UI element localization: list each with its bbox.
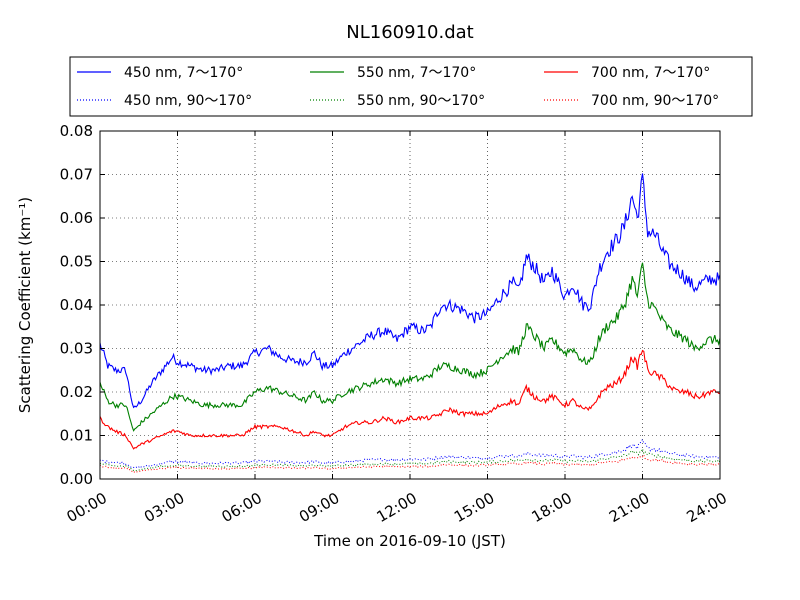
legend: 450 nm, 7～170° 450 nm, 90～170° 550 nm, 7～1… [69,56,753,117]
series-line-4 [99,349,720,450]
legend-label-0: 450 nm, 7～170° [124,65,243,81]
legend-label-4: 700 nm, 7～170° [591,65,710,81]
y-axis-label: Scattering Coefficient (km⁻¹) [16,197,34,413]
grid [100,131,720,479]
y-tick-label: 0.03 [60,340,93,358]
y-tick-label: 0.01 [60,427,93,445]
series-lines [99,173,721,474]
series-line-2 [99,262,721,432]
y-axis: 0.00 0.01 0.02 0.03 0.04 0.05 0.06 0.07 0.08 [60,122,720,488]
chart-title: NL160910.dat [346,22,473,43]
x-tick-label: 06:00 [219,489,265,526]
series-line-5 [99,453,721,474]
x-tick-label: 15:00 [451,489,497,526]
y-tick-label: 0.00 [60,470,93,488]
y-tick-label: 0.07 [60,166,93,184]
x-tick-label: 09:00 [296,489,342,526]
series-line-1 [99,438,721,469]
x-tick-label: 03:00 [141,489,187,526]
x-axis-label: Time on 2016-09-10 (JST) [313,532,506,550]
x-tick-label: 18:00 [529,489,575,526]
x-tick-label: 00:00 [64,489,110,526]
legend-label-2: 550 nm, 7～170° [357,65,476,81]
legend-label-1: 450 nm, 90～170° [124,93,252,109]
series-line-3 [99,447,721,472]
x-tick-label: 12:00 [374,489,420,526]
y-tick-label: 0.04 [60,296,93,314]
legend-label-3: 550 nm, 90～170° [357,93,485,109]
y-tick-label: 0.08 [60,122,93,140]
y-tick-label: 0.06 [60,209,93,227]
y-tick-label: 0.02 [60,383,93,401]
legend-label-5: 700 nm, 90～170° [591,93,719,109]
y-tick-label: 0.05 [60,253,93,271]
x-tick-label: 24:00 [684,489,730,526]
legend-box [69,56,753,117]
x-tick-label: 21:00 [606,489,652,526]
series-line-0 [99,173,721,409]
